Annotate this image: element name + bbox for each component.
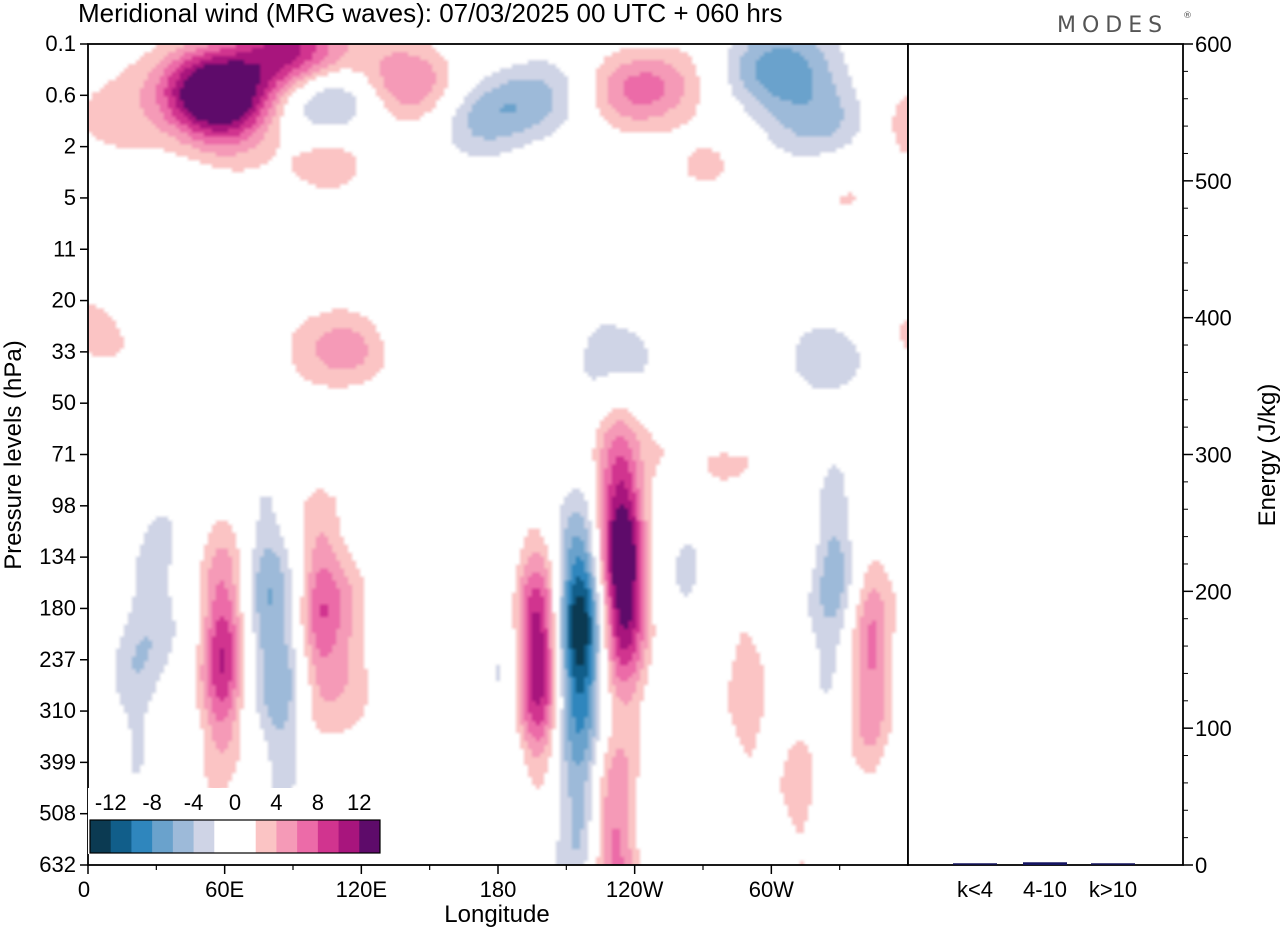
brand-mark: ® — [1183, 11, 1192, 21]
energy-tick-label: 0 — [1195, 853, 1207, 878]
colorbar-frame — [89, 819, 381, 854]
energy-tick-label: 400 — [1195, 306, 1232, 331]
colorbar-label: 0 — [229, 790, 241, 815]
y-tick-label: 2 — [64, 134, 76, 159]
energy-axis: 0 100 200 300 400 500 600 — [1183, 32, 1232, 878]
colorbar-swatch — [214, 820, 236, 853]
y-tick-label: 50 — [52, 390, 76, 415]
x-tick-label: 120E — [336, 877, 387, 902]
y-axis-label: Pressure levels (hPa) — [0, 340, 27, 569]
colorbar-swatch — [131, 820, 153, 853]
colorbar-swatch — [276, 820, 298, 853]
colorbar-swatch — [359, 820, 381, 853]
colorbar-swatch — [255, 820, 277, 853]
energy-category-label: 4-10 — [1023, 877, 1067, 902]
colorbar-swatch — [172, 820, 195, 853]
colorbar-swatch — [90, 820, 112, 853]
chart-title: Meridional wind (MRG waves): 07/03/2025 … — [78, 0, 783, 28]
colorbar-swatch — [297, 820, 319, 853]
y-tick-label: 33 — [52, 339, 76, 364]
y-tick-label: 0.1 — [45, 31, 76, 56]
energy-tick-label: 200 — [1195, 579, 1232, 604]
longitude-axis: 0 60E 120E 180 120W 60W — [78, 865, 841, 902]
colorbar-swatch — [110, 820, 132, 853]
energy-category-label: k<4 — [957, 877, 993, 902]
y-tick-label: 180 — [39, 595, 76, 620]
x-tick-label: 0 — [78, 877, 90, 902]
y-tick-label: 632 — [39, 852, 76, 877]
y-tick-label: 310 — [39, 698, 76, 723]
energy-tick-label: 500 — [1195, 169, 1232, 194]
y-tick-label: 237 — [39, 647, 76, 672]
colorbar-swatch — [338, 820, 360, 853]
colorbar-label: -4 — [184, 790, 204, 815]
energy-tick-label: 300 — [1195, 443, 1232, 468]
energy-axis-label: Energy (J/kg) — [1254, 384, 1280, 527]
energy-tick-label: 600 — [1195, 32, 1232, 57]
y-tick-label: 0.6 — [45, 82, 76, 107]
energy-plot-frame — [907, 43, 1184, 866]
colorbar-swatch — [235, 820, 257, 853]
colorbar-label: -12 — [95, 790, 127, 815]
x-tick-label: 180 — [480, 877, 517, 902]
x-tick-label: 60W — [749, 877, 794, 902]
heatmap-plot — [87, 43, 909, 866]
x-tick-label: 60E — [205, 877, 244, 902]
energy-tick-label: 100 — [1195, 716, 1232, 741]
y-tick-label: 71 — [52, 442, 76, 467]
colorbar-swatch — [317, 820, 340, 853]
pressure-axis: 0.1 0.6 2 5 11 20 33 50 71 98 134 180 237 310 399 508 63… — [39, 31, 88, 877]
colorbar: -12 -8 -4 0 4 8 12 — [88, 788, 382, 854]
x-axis-label: Longitude — [444, 901, 549, 928]
energy-categories: k<4 4-10 k>10 — [957, 877, 1137, 902]
y-tick-label: 134 — [39, 544, 76, 569]
y-tick-label: 508 — [39, 801, 76, 826]
energy-category-label: k>10 — [1089, 877, 1137, 902]
y-tick-label: 20 — [52, 288, 76, 313]
colorbar-swatch — [193, 820, 215, 853]
colorbar-label: -8 — [142, 790, 162, 815]
y-tick-label: 98 — [52, 493, 76, 518]
x-tick-label: 120W — [606, 877, 664, 902]
colorbar-label: 8 — [312, 790, 324, 815]
y-tick-label: 11 — [53, 236, 76, 261]
brand-name: MODES — [1057, 13, 1168, 38]
y-tick-label: 5 — [64, 185, 76, 210]
colorbar-label: 4 — [270, 790, 282, 815]
colorbar-swatch — [152, 820, 174, 853]
y-tick-label: 399 — [39, 749, 76, 774]
energy-bar-chart: 0 100 200 300 400 500 600 k<4 4-10 k>10 Energy (… — [907, 32, 1280, 902]
colorbar-label: 12 — [347, 790, 371, 815]
energy-bars — [953, 862, 1135, 865]
brand-logo: MODES ® — [1057, 11, 1192, 38]
heatmap-field — [88, 44, 908, 865]
